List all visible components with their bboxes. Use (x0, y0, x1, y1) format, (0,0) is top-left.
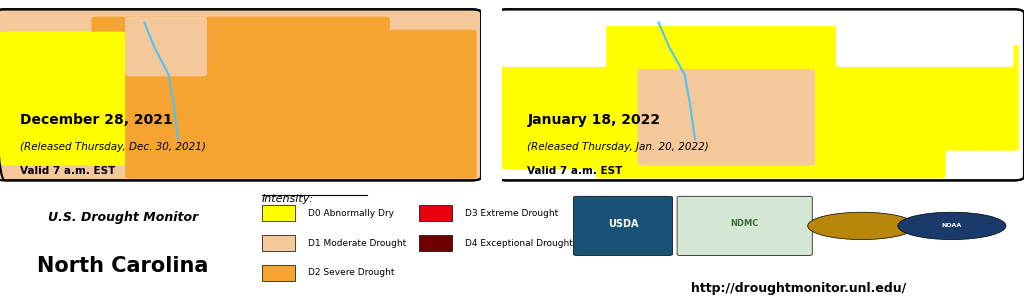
Text: D2 Severe Drought: D2 Severe Drought (308, 268, 394, 277)
Text: NOAA: NOAA (942, 224, 962, 228)
Text: North Carolina: North Carolina (37, 256, 209, 276)
Text: http://droughtmonitor.unl.edu/: http://droughtmonitor.unl.edu/ (691, 282, 906, 295)
FancyBboxPatch shape (125, 30, 476, 178)
Text: D4 Exceptional Drought: D4 Exceptional Drought (465, 238, 573, 247)
Bar (262, 206, 295, 221)
FancyBboxPatch shape (502, 63, 616, 169)
FancyBboxPatch shape (596, 26, 867, 104)
Text: D1 Moderate Drought: D1 Moderate Drought (308, 238, 407, 247)
FancyBboxPatch shape (0, 9, 481, 180)
Text: Valid 7 a.m. EST: Valid 7 a.m. EST (527, 166, 623, 176)
Text: Valid 7 a.m. EST: Valid 7 a.m. EST (20, 166, 116, 176)
Text: NDMC: NDMC (730, 219, 759, 228)
FancyBboxPatch shape (596, 97, 946, 178)
Text: (Released Thursday, Jan. 20, 2022): (Released Thursday, Jan. 20, 2022) (527, 142, 709, 152)
FancyBboxPatch shape (502, 17, 606, 67)
Text: USDA: USDA (608, 219, 638, 229)
FancyBboxPatch shape (91, 17, 390, 76)
Circle shape (898, 212, 1006, 240)
Bar (262, 235, 295, 251)
Text: December 28, 2021: December 28, 2021 (20, 113, 173, 127)
FancyBboxPatch shape (125, 17, 207, 76)
Text: January 18, 2022: January 18, 2022 (527, 113, 660, 127)
FancyBboxPatch shape (638, 69, 815, 166)
FancyBboxPatch shape (573, 196, 673, 256)
FancyBboxPatch shape (0, 32, 125, 166)
Circle shape (808, 212, 915, 240)
FancyBboxPatch shape (836, 45, 1019, 151)
FancyBboxPatch shape (497, 9, 1024, 180)
FancyBboxPatch shape (836, 17, 1014, 67)
Bar (262, 265, 295, 281)
Bar (420, 206, 453, 221)
Text: Intensity:: Intensity: (262, 194, 314, 204)
Bar (420, 235, 453, 251)
FancyBboxPatch shape (677, 196, 812, 256)
Text: (Released Thursday, Dec. 30, 2021): (Released Thursday, Dec. 30, 2021) (20, 142, 207, 152)
Text: D3 Extreme Drought: D3 Extreme Drought (465, 209, 558, 218)
Text: D0 Abnormally Dry: D0 Abnormally Dry (308, 209, 394, 218)
Text: U.S. Drought Monitor: U.S. Drought Monitor (48, 212, 198, 224)
